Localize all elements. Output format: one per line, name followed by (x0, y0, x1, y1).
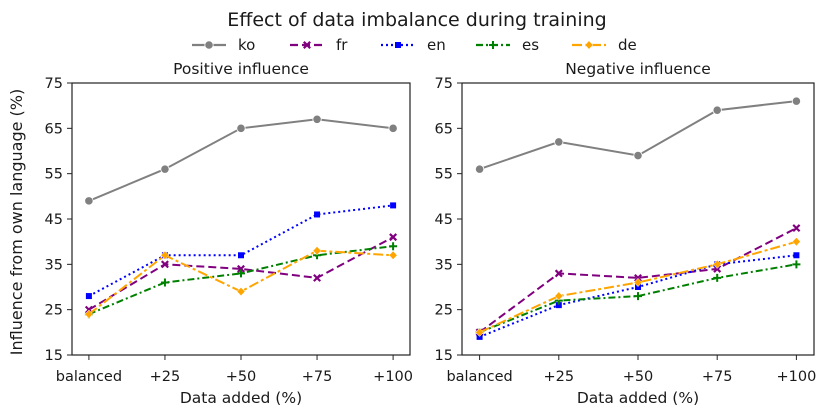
data-point-en (793, 252, 800, 259)
x-tick-label: +50 (623, 369, 654, 385)
series-es (475, 260, 801, 337)
shared-y-axis-label: Influence from own language (%) (7, 89, 26, 355)
data-point-de (475, 327, 484, 337)
x-tick-label: +75 (702, 369, 733, 385)
y-tick-label: 25 (45, 303, 63, 319)
x-tick-label: +100 (373, 369, 413, 385)
data-point-fr (554, 269, 563, 278)
y-tick-label: 15 (45, 348, 63, 364)
panel-positive-influence: Positive influence 15 25 35 45 55 65 75 balanced… (45, 60, 413, 407)
y-tick-label: 25 (435, 303, 453, 319)
legend-item-fr: fr (290, 36, 348, 54)
data-point-de (84, 309, 94, 319)
x-axis-label: Data added (%) (577, 389, 699, 407)
data-point-de (633, 277, 643, 288)
series-ko (474, 96, 802, 174)
legend-marker-de (584, 40, 594, 50)
data-point-ko (554, 137, 564, 147)
x-tick-label: +100 (776, 369, 816, 385)
legend-label-ko: ko (238, 36, 255, 54)
data-point-en (314, 211, 321, 218)
y-tick-label: 75 (435, 76, 453, 92)
y-tick-label: 65 (435, 121, 453, 137)
data-point-es (713, 273, 722, 282)
data-point-ko (84, 196, 94, 206)
data-point-fr (237, 264, 245, 273)
y-tick-label: 45 (45, 212, 63, 228)
y-tick-label: 55 (435, 167, 453, 183)
panel-negative-influence: Negative influence 15 25 35 45 55 65 75 balanced… (435, 60, 817, 407)
legend-label-es: es (522, 36, 539, 54)
x-tick-label: balanced (446, 369, 512, 385)
data-point-de (388, 250, 398, 260)
series-line-fr (479, 227, 797, 334)
data-point-fr (792, 224, 801, 233)
data-point-ko (312, 114, 322, 124)
data-point-ko (712, 105, 722, 115)
data-point-fr (389, 233, 398, 242)
y-tick-label: 35 (45, 257, 63, 273)
legend-label-de: de (618, 36, 637, 54)
data-point-es (389, 242, 398, 251)
data-point-de (236, 286, 246, 297)
data-point-de (792, 237, 801, 247)
data-point-fr (160, 260, 169, 269)
x-tick-label: +75 (302, 369, 333, 385)
legend-label-en: en (427, 36, 446, 54)
legend-item-ko: ko (192, 36, 255, 54)
plot-frame (461, 82, 815, 356)
x-tick-label: +50 (226, 369, 257, 385)
legend-label-fr: fr (336, 36, 348, 54)
x-axis-label: Data added (%) (180, 389, 302, 407)
legend: ko fr en es de (192, 36, 637, 54)
data-point-en (85, 293, 92, 300)
panel-title: Negative influence (565, 60, 711, 78)
series-line-es (479, 263, 797, 334)
data-point-es (237, 269, 245, 278)
data-point-fr (313, 273, 322, 282)
data-point-en (238, 252, 244, 259)
legend-item-es: es (476, 36, 539, 54)
x-tick-label: balanced (56, 369, 122, 385)
data-point-de (712, 259, 722, 269)
x-tick-label: +25 (543, 369, 574, 385)
series-line-fr (88, 236, 394, 311)
y-tick-label: 75 (45, 76, 63, 92)
data-point-es (634, 292, 642, 301)
y-tick-label: 45 (435, 212, 453, 228)
y-tick-label: 35 (435, 257, 453, 273)
series-de (475, 237, 801, 337)
figure-title: Effect of data imbalance during training (227, 9, 606, 31)
data-point-ko (160, 164, 170, 174)
y-tick-label: 15 (435, 348, 453, 364)
legend-marker-es (489, 41, 497, 49)
series-de (84, 246, 398, 319)
legend-marker-en (395, 42, 401, 48)
data-point-ko (474, 164, 485, 174)
data-point-ko (633, 150, 643, 161)
legend-marker-fr (303, 41, 311, 49)
data-point-es (160, 278, 169, 287)
data-point-ko (236, 123, 246, 133)
data-point-es (792, 260, 801, 269)
y-tick-label: 55 (45, 167, 63, 183)
data-point-en (390, 202, 397, 209)
data-point-ko (388, 123, 398, 133)
y-tick-label: 65 (45, 121, 63, 137)
data-point-en (555, 302, 562, 309)
legend-item-en: en (381, 36, 446, 54)
legend-item-de: de (572, 36, 637, 54)
data-point-de (312, 246, 322, 256)
panel-title: Positive influence (173, 60, 309, 78)
series-ko (84, 114, 398, 206)
data-point-de (554, 291, 564, 301)
data-point-ko (791, 96, 802, 106)
legend-marker-ko (204, 40, 214, 50)
series-fr (84, 233, 398, 314)
data-point-de (160, 250, 170, 260)
x-tick-label: +25 (150, 369, 181, 385)
